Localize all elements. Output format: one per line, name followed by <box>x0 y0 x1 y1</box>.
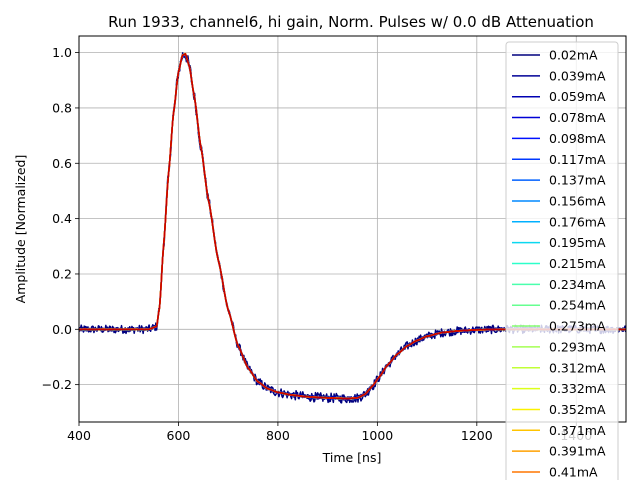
legend-label: 0.234mA <box>549 277 606 292</box>
legend-label: 0.312mA <box>549 360 606 375</box>
x-tick-label: 1000 <box>361 428 393 443</box>
y-tick-label: 1.0 <box>52 45 72 60</box>
legend-label: 0.352mA <box>549 402 606 417</box>
legend-label: 0.273mA <box>549 319 606 334</box>
y-axis-ticks: −0.2 0.0 0.2 0.4 0.6 0.8 1.0 <box>42 45 79 392</box>
legend-box <box>505 41 619 480</box>
legend-label: 0.137mA <box>549 173 606 188</box>
y-tick-label: 0.8 <box>52 100 72 115</box>
x-tick-label: 600 <box>167 428 191 443</box>
legend-label: 0.371mA <box>549 423 606 438</box>
y-tick-label: 0.2 <box>52 266 72 281</box>
legend: 0.02mA 0.039mA 0.059mA 0.078mA 0.098mA 0.117m… <box>505 41 619 480</box>
x-tick-label: 400 <box>67 428 91 443</box>
legend-label: 0.41mA <box>549 465 598 480</box>
legend-label: 0.117mA <box>549 152 606 167</box>
legend-label: 0.176mA <box>549 214 606 229</box>
y-axis-label: Amplitude [Normalized] <box>13 155 28 304</box>
x-axis-label: Time [ns] <box>322 450 382 465</box>
y-tick-label: 0.4 <box>52 211 72 226</box>
plot-frame <box>78 35 627 423</box>
legend-label: 0.078mA <box>549 110 606 125</box>
legend-label: 0.332mA <box>549 381 606 396</box>
y-tick-label: 0.6 <box>52 156 72 171</box>
legend-label: 0.059mA <box>549 89 606 104</box>
y-tick-label: −0.2 <box>42 377 72 392</box>
x-tick-label: 1200 <box>461 428 493 443</box>
legend-label: 0.293mA <box>549 339 606 354</box>
legend-label: 0.215mA <box>549 256 606 271</box>
chart-title: Run 1933, channel6, hi gain, Norm. Pulse… <box>108 13 594 31</box>
y-tick-label: 0.0 <box>52 322 72 337</box>
legend-label: 0.195mA <box>549 235 606 250</box>
legend-label: 0.391mA <box>549 444 606 459</box>
legend-label: 0.02mA <box>549 48 598 63</box>
x-tick-label: 800 <box>266 428 290 443</box>
legend-label: 0.156mA <box>549 193 606 208</box>
legend-label: 0.254mA <box>549 298 606 313</box>
legend-label: 0.039mA <box>549 68 606 83</box>
legend-label: 0.098mA <box>549 131 606 146</box>
